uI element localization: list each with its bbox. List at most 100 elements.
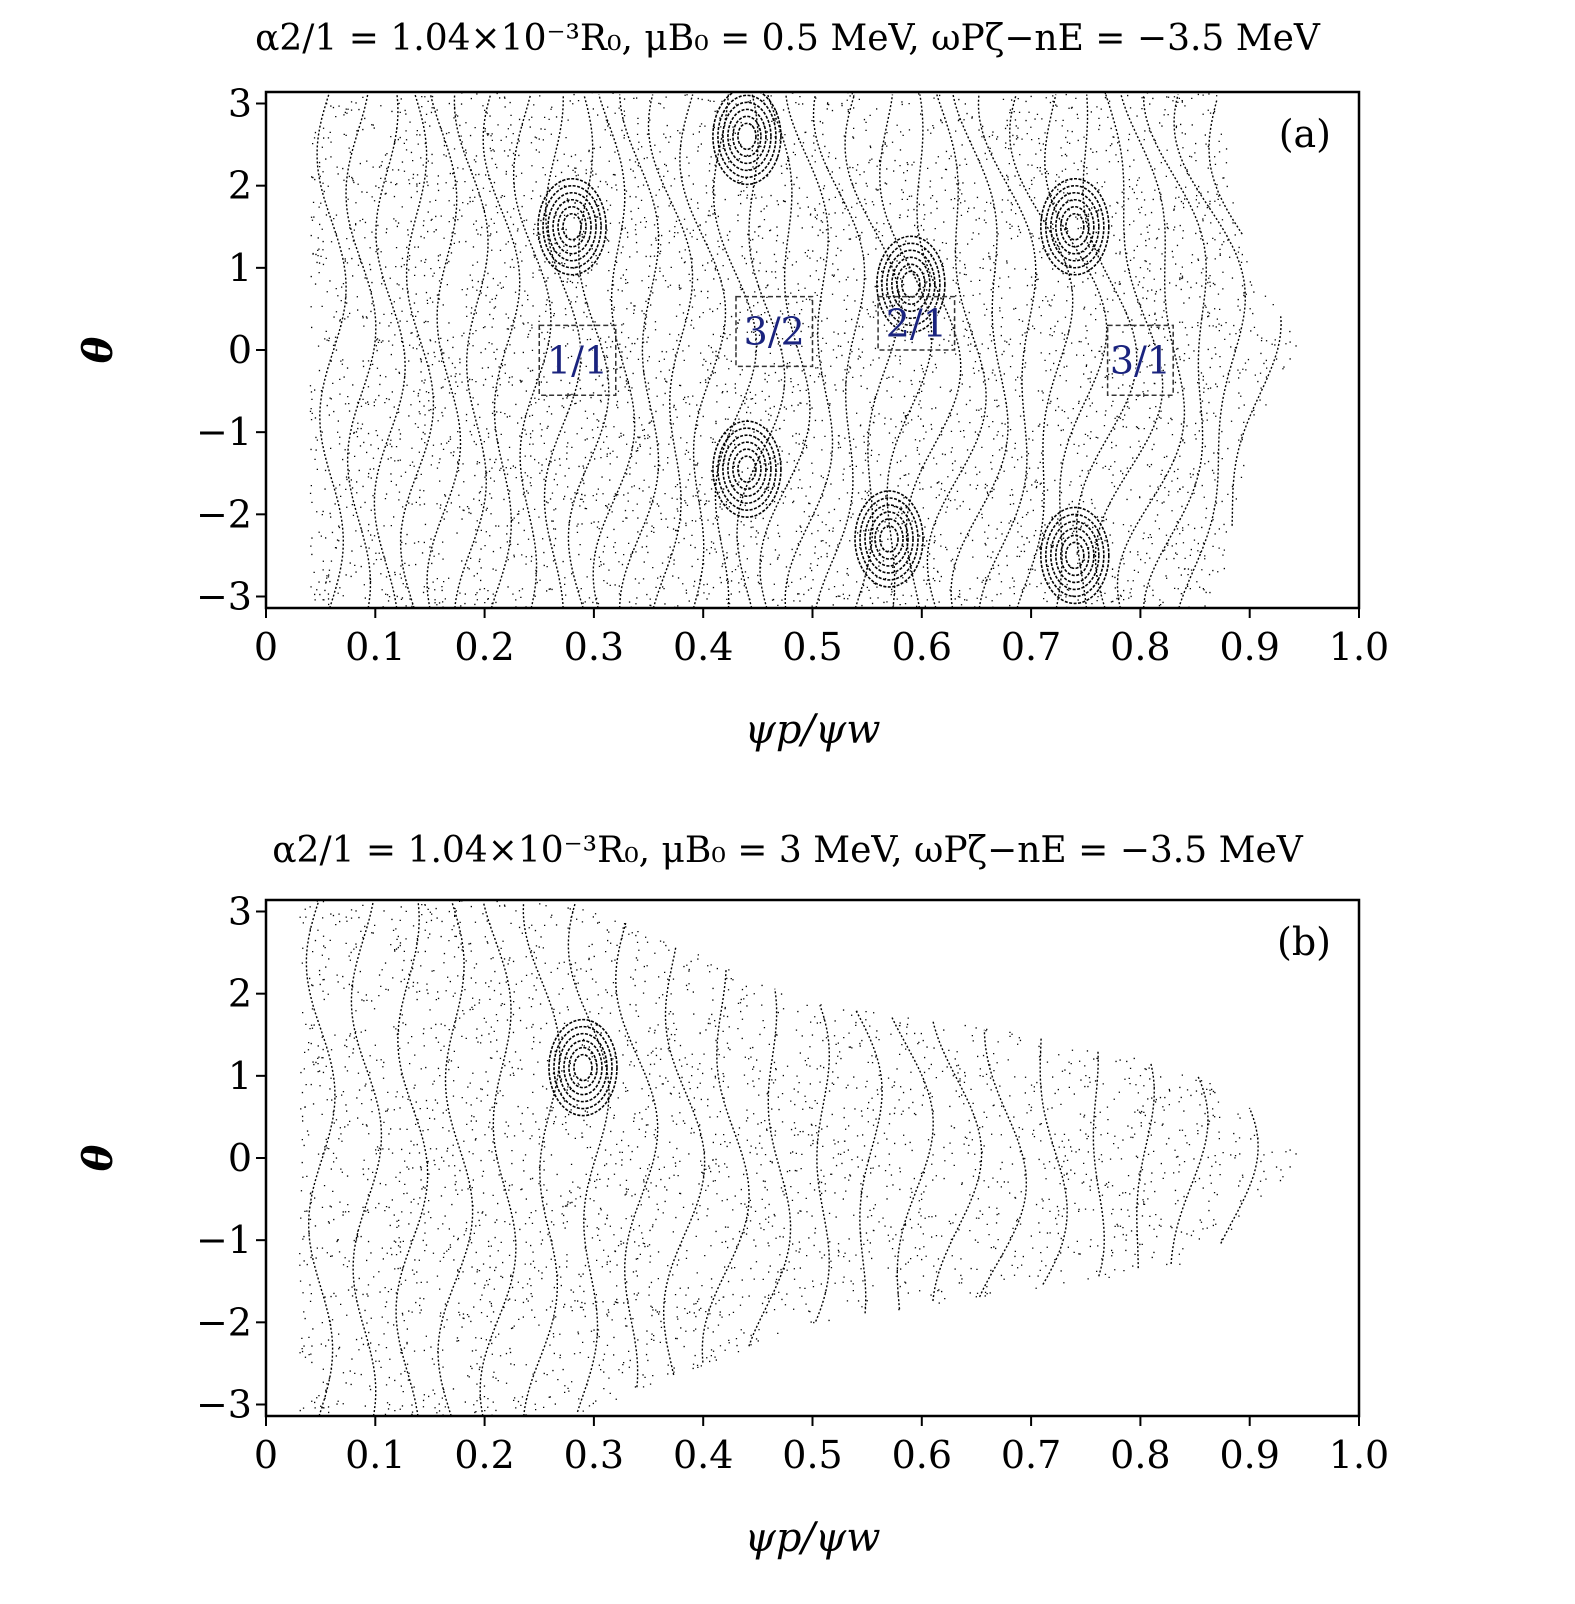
y-tick-label: 3	[228, 82, 252, 126]
x-tick-label: 0.7	[1001, 1433, 1061, 1477]
y-tick-label: −1	[196, 410, 252, 454]
drift-surface	[980, 1030, 1027, 1297]
island-contour	[1046, 186, 1104, 268]
drift-surface	[1040, 1038, 1067, 1285]
y-axis-label: θ	[75, 336, 122, 363]
poincare-scatter	[299, 900, 1302, 1417]
y-tick-label: 2	[228, 972, 252, 1016]
x-tick-label: 0.5	[782, 625, 842, 669]
island-0	[549, 1020, 617, 1116]
drift-surface	[927, 95, 986, 609]
drift-surface	[616, 923, 658, 1387]
chart-title-b: α2/1 = 1.04×10⁻³R₀, μB₀ = 3 MeV, ωPζ−nE …	[0, 830, 1575, 871]
island-contour	[1051, 521, 1099, 589]
island-contour	[723, 435, 771, 503]
x-tick-label: 1.0	[1329, 1433, 1389, 1477]
drift-surface	[1171, 1075, 1208, 1264]
drift-surface	[374, 95, 405, 609]
y-tick-label: −2	[196, 492, 252, 536]
drift-surface	[317, 95, 346, 609]
island-label-3-1: 3/1	[1110, 338, 1171, 382]
island-0	[538, 179, 606, 275]
drift-surface	[933, 1022, 982, 1301]
y-axis-label: θ	[75, 1144, 122, 1171]
y-tick-label: 1	[228, 1054, 252, 1098]
drift-surface	[649, 95, 693, 609]
chart-b: 0 0.1 0.2 0.3 0.4 0.5 0.6 0.7 0.8 0.9 1.03210−1−2−…	[0, 872, 1575, 1602]
chart-title-a: α2/1 = 1.04×10⁻³R₀, μB₀ = 0.5 MeV, ωPζ−n…	[0, 18, 1575, 59]
island-label-2-1: 2/1	[886, 301, 947, 345]
island-contour	[723, 102, 771, 170]
drift-surface	[306, 903, 335, 1417]
plot-frame	[266, 900, 1359, 1416]
drift-surface	[480, 903, 516, 1417]
x-tick-label: 0.6	[892, 625, 952, 669]
chart-a: 1/13/2 2/13/10 0.1 0.2 0.3 0.4 0.5 0.6 0.7 0.8 0.9…	[0, 60, 1575, 840]
island-contour	[860, 498, 918, 580]
island-contour	[738, 123, 756, 149]
drift-surface	[1174, 95, 1245, 609]
x-axis-label: ψp/ψw	[744, 1515, 880, 1561]
island-contour	[738, 456, 756, 482]
island-contour	[564, 1041, 602, 1095]
drift-surface	[1010, 95, 1073, 609]
drift-surface	[454, 95, 488, 609]
x-tick-label: 0	[254, 625, 278, 669]
panel-label: (a)	[1279, 112, 1331, 156]
y-tick-label: −3	[196, 574, 252, 618]
drift-surface	[523, 903, 559, 1417]
drift-surface	[427, 95, 460, 609]
island-2	[713, 421, 781, 517]
island-contour	[1066, 542, 1084, 568]
drift-surface	[514, 95, 551, 609]
y-tick-label: 2	[228, 164, 252, 208]
island-contour	[1066, 214, 1084, 240]
x-tick-label: 0.3	[564, 1433, 624, 1477]
island-5	[1041, 179, 1109, 275]
island-contour	[574, 1055, 592, 1081]
drift-surface	[845, 95, 899, 609]
drift-surface	[438, 903, 473, 1417]
x-tick-label: 0.3	[564, 625, 624, 669]
y-tick-label: −2	[196, 1300, 252, 1344]
x-tick-label: 0.1	[345, 1433, 405, 1477]
drift-surface	[880, 95, 932, 609]
x-tick-label: 0.6	[892, 1433, 952, 1477]
drift-surface	[396, 903, 428, 1417]
x-tick-label: 0.2	[454, 1433, 514, 1477]
drift-surface	[1221, 1108, 1258, 1244]
drift-surface	[1137, 1063, 1154, 1268]
drift-surfaces	[306, 903, 1302, 1417]
x-tick-label: 1.0	[1329, 625, 1389, 669]
drift-surface	[620, 95, 659, 609]
island-label-3-2: 3/2	[744, 310, 805, 354]
drift-surface	[749, 989, 791, 1346]
x-tick-label: 0.1	[345, 625, 405, 669]
panel-label: (b)	[1277, 920, 1331, 964]
scatter-points	[299, 900, 1297, 1417]
drift-surface	[664, 948, 705, 1375]
x-axis-label: ψp/ψw	[744, 707, 880, 753]
island-contour	[902, 271, 920, 297]
x-tick-label: 0.4	[673, 625, 733, 669]
island-contour	[559, 1034, 607, 1102]
island-contour	[554, 1027, 612, 1109]
drift-surface	[1093, 1050, 1104, 1276]
island-contour	[548, 193, 596, 261]
drift-surface	[979, 95, 1036, 609]
island-6	[1041, 507, 1109, 603]
island-contour	[718, 95, 776, 177]
y-tick-label: 3	[228, 890, 252, 934]
x-tick-label: 0.9	[1219, 1433, 1279, 1477]
x-tick-label: 0	[254, 1433, 278, 1477]
island-contour	[1061, 207, 1089, 247]
y-tick-label: −3	[196, 1382, 252, 1426]
drift-surface	[892, 1018, 933, 1310]
island-label-1-1: 1/1	[547, 338, 608, 382]
island-contour	[563, 214, 581, 240]
drift-surface	[1209, 99, 1281, 526]
island-4	[855, 491, 923, 587]
y-tick-label: −1	[196, 1218, 252, 1262]
x-tick-label: 0.7	[1001, 625, 1061, 669]
island-contour	[880, 526, 898, 552]
